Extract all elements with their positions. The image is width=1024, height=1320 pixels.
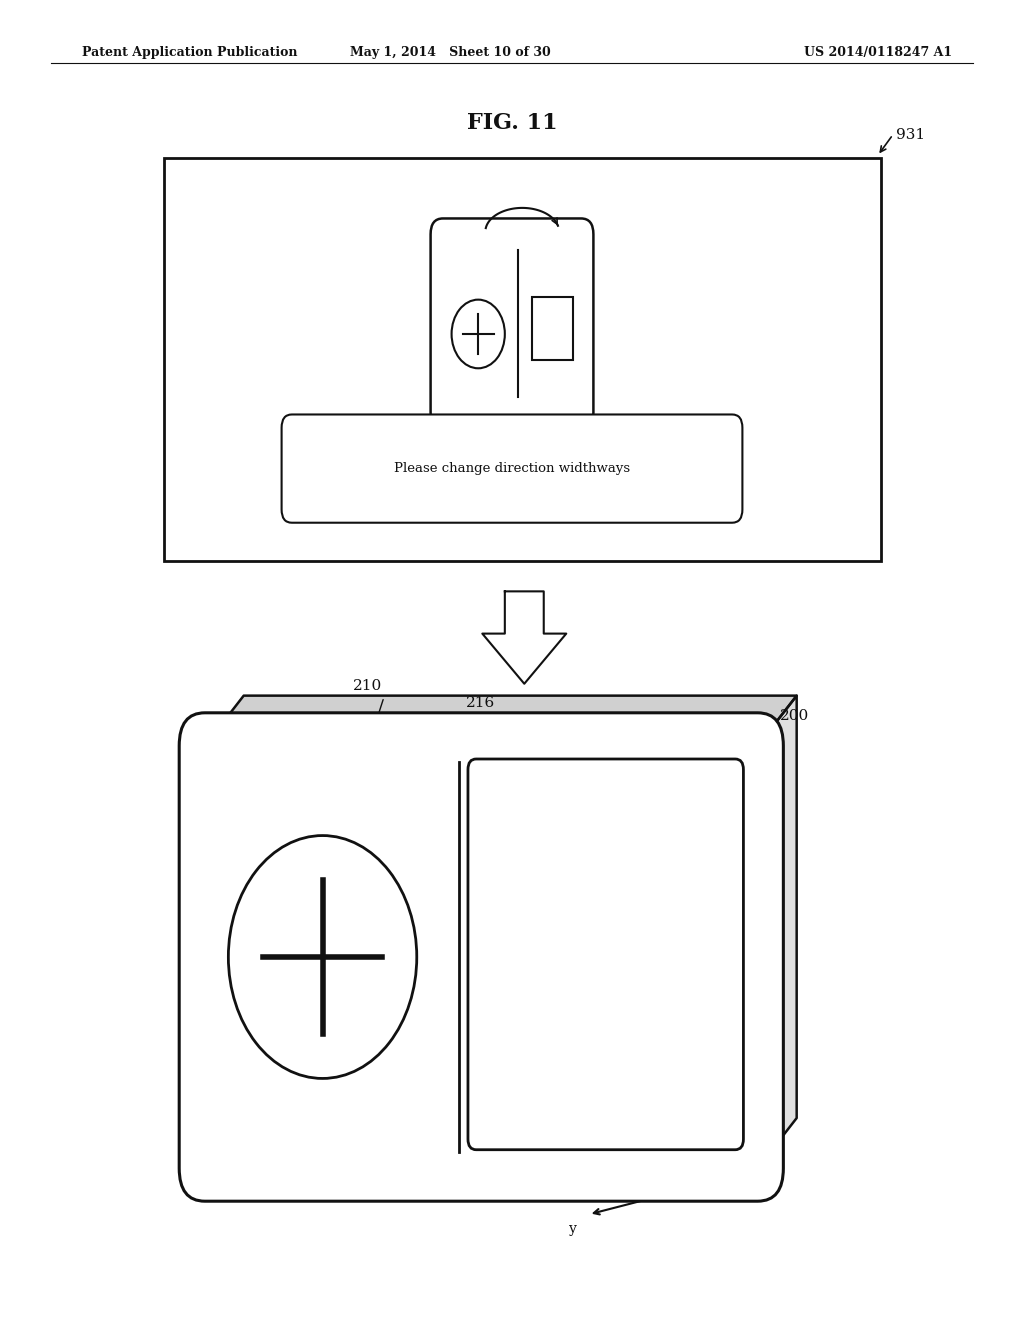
FancyBboxPatch shape: [468, 759, 743, 1150]
Polygon shape: [758, 696, 797, 1168]
Text: US 2014/0118247 A1: US 2014/0118247 A1: [804, 46, 952, 59]
FancyBboxPatch shape: [179, 713, 783, 1201]
Text: 931: 931: [896, 128, 925, 143]
Text: 200: 200: [780, 709, 810, 723]
Text: x: x: [677, 1089, 685, 1104]
Text: y: y: [568, 1222, 577, 1237]
Text: Patent Application Publication: Patent Application Publication: [82, 46, 297, 59]
Text: 216: 216: [466, 696, 496, 710]
Polygon shape: [482, 591, 566, 684]
FancyBboxPatch shape: [430, 218, 594, 428]
Text: 210: 210: [353, 678, 383, 693]
Text: May 1, 2014   Sheet 10 of 30: May 1, 2014 Sheet 10 of 30: [350, 46, 551, 59]
Text: FIG. 11: FIG. 11: [467, 112, 557, 135]
Text: Please change direction widthways: Please change direction widthways: [394, 462, 630, 475]
Polygon shape: [205, 696, 797, 746]
FancyBboxPatch shape: [282, 414, 742, 523]
Bar: [532, 297, 573, 360]
FancyBboxPatch shape: [164, 158, 881, 561]
